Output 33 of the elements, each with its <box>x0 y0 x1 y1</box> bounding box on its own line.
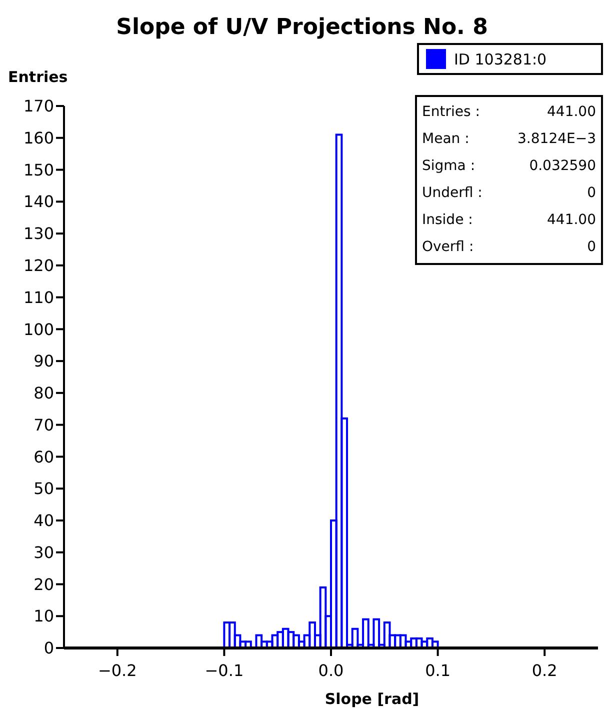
y-tick-label: 130 <box>23 224 54 244</box>
y-tick-label: 50 <box>34 479 54 498</box>
legend-label: ID 103281:0 <box>454 50 547 68</box>
x-tick-label: 0.2 <box>532 661 558 680</box>
x-tick-label: 0.1 <box>425 661 451 680</box>
x-axis-title: Slope [rad] <box>324 690 420 708</box>
y-tick-label: 150 <box>23 160 54 180</box>
y-tick-label: 10 <box>34 606 54 626</box>
y-tick-label: 110 <box>23 288 54 307</box>
y-tick-label: 80 <box>34 384 54 403</box>
y-tick-label: 170 <box>23 96 54 116</box>
text: Sigma : 0.032590 <box>422 158 596 174</box>
y-tick-label: 60 <box>34 447 54 466</box>
text: Inside : 441.00 <box>422 212 596 228</box>
x-tick-label: −0.1 <box>204 661 244 680</box>
y-axis-title: Entries <box>8 68 68 86</box>
chart-title: Slope of U/V Projections No. 8 <box>116 15 488 40</box>
x-tick-label: 0.0 <box>318 661 344 680</box>
y-tick-label: 100 <box>23 320 54 339</box>
y-tick-label: 40 <box>34 511 54 530</box>
y-tick-label: 90 <box>34 352 54 371</box>
x-tick-label: −0.2 <box>98 661 137 680</box>
y-tick-label: 30 <box>34 542 54 562</box>
text: Underfl : 0 <box>422 185 596 201</box>
y-tick-label: 0 <box>44 638 54 658</box>
text: Entries : 441.00 <box>422 104 596 120</box>
y-tick-label: 120 <box>23 256 54 276</box>
y-tick-label: 140 <box>23 192 54 212</box>
y-tick-label: 160 <box>23 128 54 148</box>
y-tick-label: 20 <box>34 574 54 594</box>
text: Mean : 3.8124E−3 <box>422 131 596 147</box>
y-tick-label: 70 <box>34 415 54 434</box>
text: Overfl : 0 <box>422 239 596 255</box>
